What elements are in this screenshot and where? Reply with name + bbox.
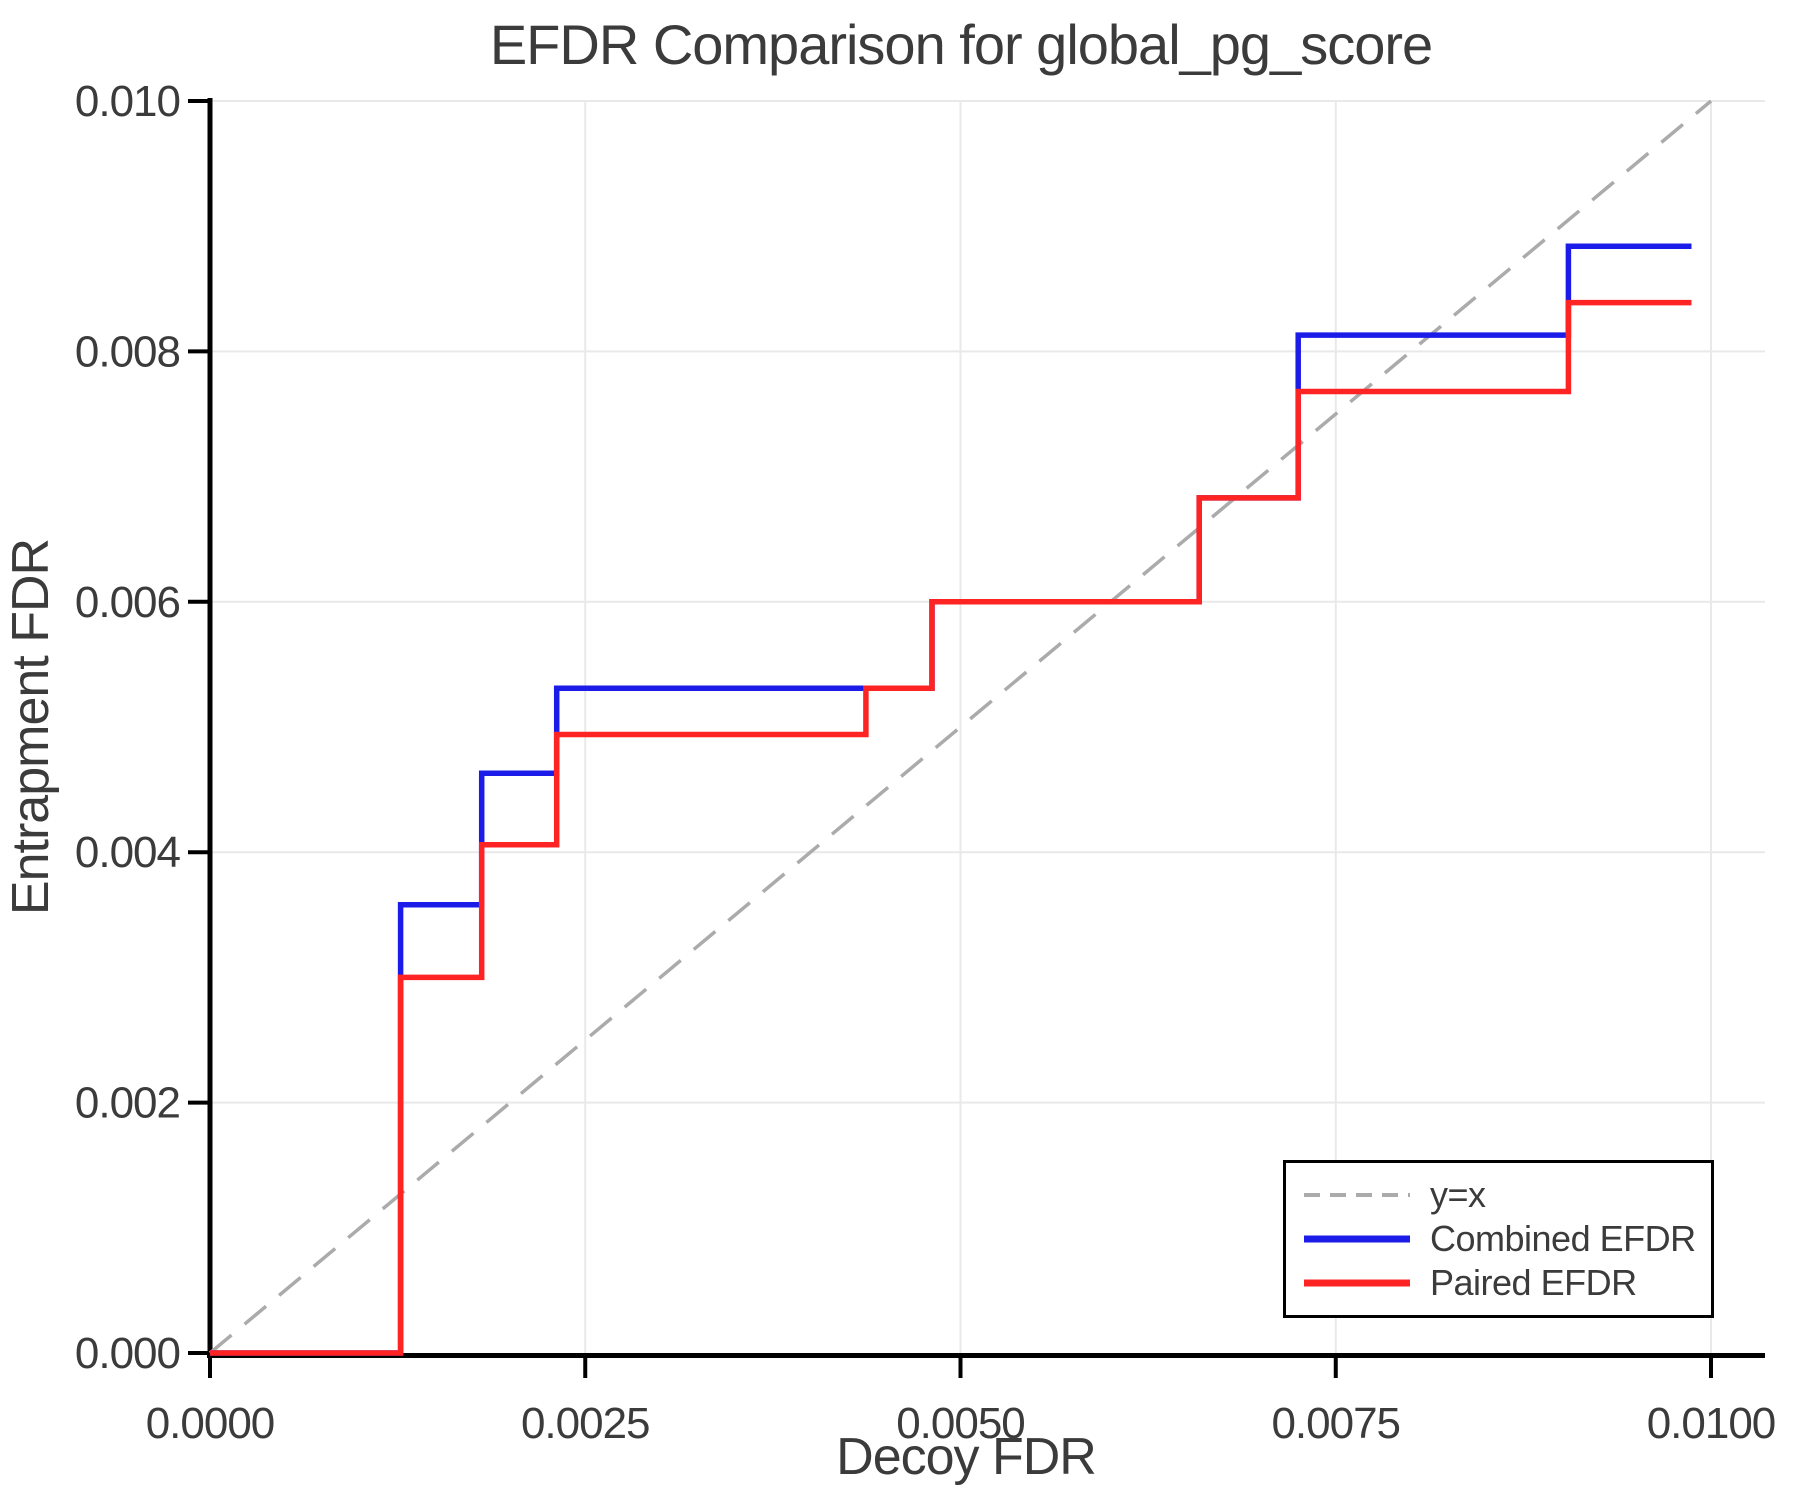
legend-row-combined-efdr: Combined EFDR: [1302, 1219, 1711, 1259]
legend-row-identity: y=x: [1302, 1175, 1711, 1215]
legend-row-paired-efdr: Paired EFDR: [1302, 1263, 1711, 1303]
y-tick-label: 0.006: [75, 578, 180, 627]
paired-efdr-line: [210, 299, 1692, 1356]
x-tick-label: 0.0000: [146, 1399, 275, 1448]
y-tick-label: 0.002: [75, 1079, 180, 1128]
y-axis-label: Entrapment FDR: [2, 539, 60, 915]
y-tick-label: 0.000: [75, 1329, 180, 1378]
axis-layer: [188, 98, 1765, 1378]
legend-label-paired-efdr: Paired EFDR: [1430, 1262, 1637, 1303]
x-tick-label: 0.0100: [1647, 1399, 1776, 1448]
legend-box: y=x Combined EFDR Paired EFDR: [1283, 1160, 1714, 1318]
series-layer: [208, 99, 1713, 1356]
grid-layer: [210, 100, 1765, 1353]
y-tick-label: 0.010: [75, 77, 180, 126]
chart-title: EFDR Comparison for global_pg_score: [490, 13, 1432, 76]
x-tick-label: 0.0075: [1271, 1399, 1400, 1448]
y-tick-label: 0.008: [75, 327, 180, 376]
red-line-sample-icon: [1304, 1279, 1410, 1287]
y-tick-label: 0.004: [75, 828, 181, 877]
identity-line: [208, 99, 1713, 1355]
legend-label-identity: y=x: [1430, 1174, 1486, 1215]
x-axis-label: Decoy FDR: [836, 1428, 1096, 1486]
x-tick-label: 0.0050: [896, 1399, 1025, 1448]
blue-line-sample-icon: [1304, 1235, 1410, 1243]
legend-label-combined-efdr: Combined EFDR: [1430, 1218, 1696, 1259]
x-tick-label: 0.0025: [521, 1399, 650, 1448]
dashed-identity-line-sample-icon: [1304, 1193, 1410, 1197]
tick-label-layer: 0.0000 0.0025 0.0050 0.0075 0.0100 0.000 0.002…: [75, 77, 1776, 1448]
